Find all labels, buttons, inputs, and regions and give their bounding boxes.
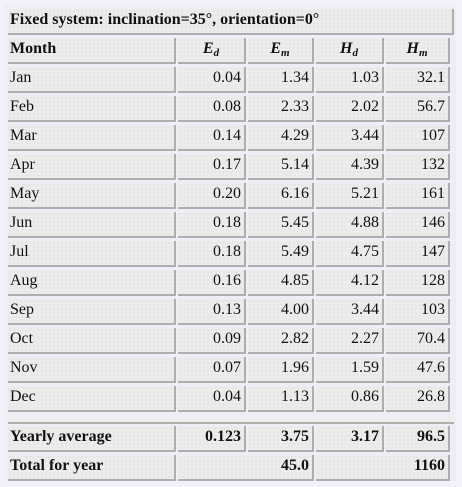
header-em: Em <box>248 38 314 64</box>
row-oct-em: 2.82 <box>248 328 314 354</box>
table-separator <box>8 418 454 424</box>
row-nov-em: 1.96 <box>248 357 314 383</box>
row-may-hm: 161 <box>386 183 450 209</box>
row-apr-ed: 0.17 <box>178 154 246 180</box>
row-may-em: 6.16 <box>248 183 314 209</box>
row-nov-hd: 1.59 <box>316 357 384 383</box>
row-feb-em: 2.33 <box>248 96 314 122</box>
row-jun-month: Jun <box>8 212 176 238</box>
row-oct-hd: 2.27 <box>316 328 384 354</box>
row-apr-month: Apr <box>8 154 176 180</box>
row-may-ed: 0.20 <box>178 183 246 209</box>
row-sep-hm: 103 <box>386 299 450 325</box>
row-nov-month: Nov <box>8 357 176 383</box>
row-jul-ed: 0.18 <box>178 241 246 267</box>
row-dec-hm: 26.8 <box>386 386 450 412</box>
total-year-h: 1160 <box>316 455 450 481</box>
row-oct-ed: 0.09 <box>178 328 246 354</box>
row-apr-hd: 4.39 <box>316 154 384 180</box>
row-oct-month: Oct <box>8 328 176 354</box>
row-jun-ed: 0.18 <box>178 212 246 238</box>
row-dec-month: Dec <box>8 386 176 412</box>
row-dec-hd: 0.86 <box>316 386 384 412</box>
row-feb-month: Feb <box>8 96 176 122</box>
row-jun-hd: 4.88 <box>316 212 384 238</box>
header-month: Month <box>8 38 176 64</box>
row-nov-hm: 47.6 <box>386 357 450 383</box>
row-jun-em: 5.45 <box>248 212 314 238</box>
row-apr-em: 5.14 <box>248 154 314 180</box>
row-sep-em: 4.00 <box>248 299 314 325</box>
row-feb-ed: 0.08 <box>178 96 246 122</box>
row-dec-ed: 0.04 <box>178 386 246 412</box>
results-table: Fixed system: inclination=35°, orientati… <box>4 4 456 481</box>
row-aug-em: 4.85 <box>248 270 314 296</box>
row-jan-hm: 32.1 <box>386 67 450 93</box>
row-sep-month: Sep <box>8 299 176 325</box>
row-nov-ed: 0.07 <box>178 357 246 383</box>
row-jul-hd: 4.75 <box>316 241 384 267</box>
table-title: Fixed system: inclination=35°, orientati… <box>8 9 454 35</box>
header-hd: Hd <box>316 38 384 64</box>
row-mar-em: 4.29 <box>248 125 314 151</box>
row-feb-hm: 56.7 <box>386 96 450 122</box>
row-oct-hm: 70.4 <box>386 328 450 354</box>
header-ed: Ed <box>178 38 246 64</box>
row-jan-em: 1.34 <box>248 67 314 93</box>
row-mar-hm: 107 <box>386 125 450 151</box>
yearly-average-ed: 0.123 <box>178 426 246 452</box>
yearly-average-label: Yearly average <box>8 426 176 452</box>
row-jun-hm: 146 <box>386 212 450 238</box>
row-mar-hd: 3.44 <box>316 125 384 151</box>
row-feb-hd: 2.02 <box>316 96 384 122</box>
total-year-label: Total for year <box>8 455 176 481</box>
row-jul-month: Jul <box>8 241 176 267</box>
row-jul-hm: 147 <box>386 241 450 267</box>
row-sep-hd: 3.44 <box>316 299 384 325</box>
total-year-e: 45.0 <box>178 455 314 481</box>
row-apr-hm: 132 <box>386 154 450 180</box>
header-hm: Hm <box>386 38 450 64</box>
row-jul-em: 5.49 <box>248 241 314 267</box>
row-mar-ed: 0.14 <box>178 125 246 151</box>
row-jan-month: Jan <box>8 67 176 93</box>
yearly-average-hm: 96.5 <box>386 426 450 452</box>
row-aug-ed: 0.16 <box>178 270 246 296</box>
row-may-month: May <box>8 183 176 209</box>
row-may-hd: 5.21 <box>316 183 384 209</box>
row-jan-ed: 0.04 <box>178 67 246 93</box>
row-aug-month: Aug <box>8 270 176 296</box>
row-sep-ed: 0.13 <box>178 299 246 325</box>
row-mar-month: Mar <box>8 125 176 151</box>
row-jan-hd: 1.03 <box>316 67 384 93</box>
yearly-average-em: 3.75 <box>248 426 314 452</box>
row-aug-hm: 128 <box>386 270 450 296</box>
row-aug-hd: 4.12 <box>316 270 384 296</box>
yearly-average-hd: 3.17 <box>316 426 384 452</box>
row-dec-em: 1.13 <box>248 386 314 412</box>
